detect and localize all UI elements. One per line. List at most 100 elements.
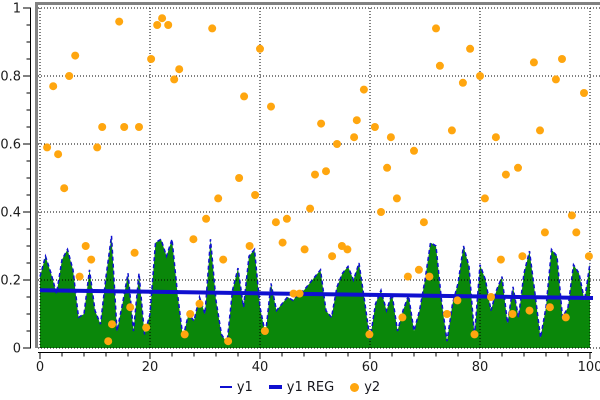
y2-point (350, 133, 359, 142)
y2-point (170, 75, 179, 84)
y2-point (108, 320, 116, 329)
y2-point (558, 55, 566, 63)
y2-point (529, 58, 538, 67)
y1-reg-line-marker (268, 385, 282, 389)
y2-point (65, 72, 74, 80)
y2-point (295, 289, 304, 298)
y2-point (386, 133, 395, 142)
y2-point (584, 252, 593, 261)
legend-item-y1: y1 (219, 379, 253, 395)
y2-point (289, 289, 298, 298)
y1-line-marker (219, 386, 232, 388)
y2-point (71, 51, 80, 60)
y2-point (260, 327, 269, 335)
y2-point (135, 123, 143, 131)
y2-point (432, 24, 440, 33)
y2-point (158, 14, 167, 23)
y2-point (175, 65, 184, 74)
x-tick-label: 100 (578, 360, 600, 375)
y2-point (130, 248, 139, 257)
y2-point (352, 116, 361, 125)
y1-outline (39, 235, 591, 346)
y2-point (115, 17, 124, 26)
y2-point (195, 299, 204, 308)
legend-label-y1: y1 (236, 379, 253, 395)
y1-reg-line (39, 288, 594, 301)
y2-point (435, 61, 444, 70)
y2-point (470, 330, 479, 339)
y2-point (267, 102, 275, 111)
plot-border-top (35, 2, 600, 5)
y1-area-fill (40, 235, 590, 348)
y2-point (81, 242, 90, 250)
y2-point (147, 55, 156, 63)
y2-point (453, 296, 462, 305)
y2-point (87, 255, 96, 264)
y2-point (377, 208, 385, 216)
y2-point (60, 184, 69, 193)
y2-point (414, 265, 423, 274)
y2-point (224, 337, 233, 346)
y2-point (126, 303, 135, 312)
y-tick-label: 0.6 (0, 138, 21, 153)
y2-point (49, 82, 58, 91)
y2-point (518, 252, 527, 261)
y2-point (93, 143, 102, 152)
y2-point (487, 293, 495, 301)
y2-point (496, 255, 505, 264)
y2-point (514, 163, 522, 172)
y2-point (164, 21, 173, 29)
y2-point (458, 78, 467, 87)
y2-point (572, 228, 581, 237)
y2-point (501, 170, 510, 179)
y2-point (328, 252, 337, 261)
x-tick-label: 0 (36, 360, 44, 375)
x-tick-label: 60 (362, 360, 379, 375)
y2-point (278, 238, 287, 247)
y2-point (491, 133, 500, 142)
y2-point (251, 191, 260, 199)
y2-point (545, 303, 554, 312)
y2-point (208, 24, 217, 33)
y2-point (202, 214, 211, 223)
y-tick-label: 0.2 (0, 274, 21, 289)
y2-point (186, 310, 195, 318)
y2-point (43, 143, 52, 152)
y2-point (403, 272, 412, 281)
y2-point (311, 170, 319, 179)
y2-point (214, 194, 223, 203)
y2-point (425, 272, 434, 281)
y2-point (359, 85, 368, 94)
y2-point (419, 218, 428, 227)
y2-point (525, 306, 534, 315)
y2-point (551, 75, 560, 84)
y2-point (104, 337, 113, 346)
y2-point (282, 214, 291, 223)
y2-point (271, 218, 280, 227)
y2-point-marker (350, 382, 360, 392)
x-tick-label: 40 (252, 360, 269, 375)
y2-point (480, 194, 489, 203)
y2-point (365, 330, 374, 339)
y-tick-label: 0 (13, 342, 21, 357)
y2-point (466, 44, 475, 53)
y2-point (180, 330, 189, 339)
y2-point (98, 123, 107, 131)
y2-point (219, 255, 228, 264)
legend-label-y2: y2 (364, 379, 381, 395)
legend-item-y1-reg: y1 REG (268, 381, 334, 394)
y2-point (54, 150, 63, 159)
y2-point (580, 89, 588, 97)
legend: y1 y1 REG y2 (0, 377, 600, 397)
y2-point (476, 72, 484, 80)
y2-point (540, 228, 549, 237)
plot-border-left (35, 2, 38, 348)
y2-point (398, 313, 407, 322)
y2-point (536, 126, 544, 135)
y2-point (370, 123, 379, 131)
y2-point (333, 140, 341, 148)
y2-point (322, 167, 330, 176)
y2-point (383, 163, 392, 172)
y2-point (410, 146, 418, 155)
